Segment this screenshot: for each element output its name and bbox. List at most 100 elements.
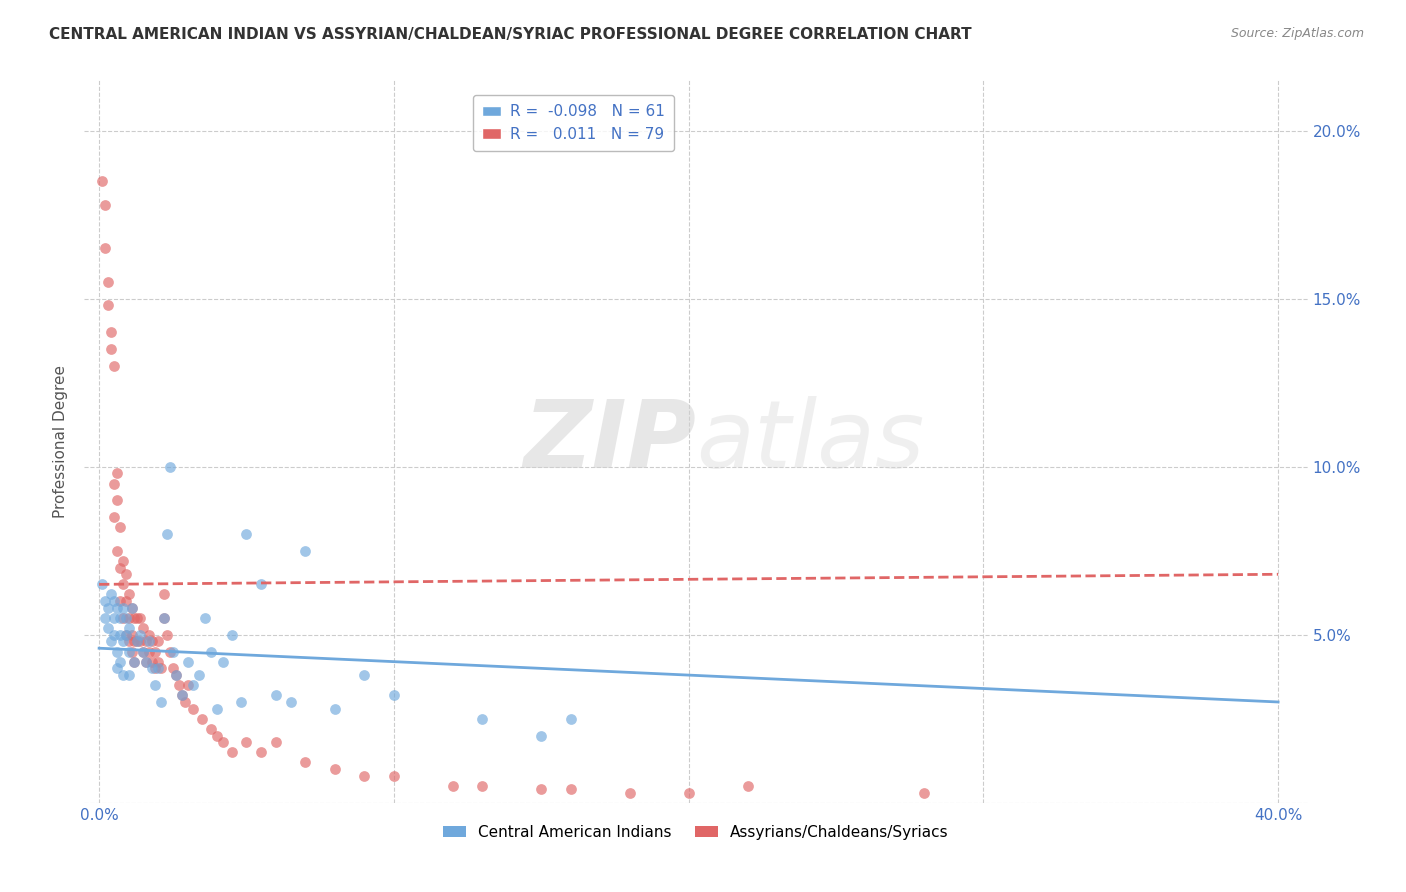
Point [129,628,152,642]
Point [205,702,228,716]
Point [353,668,375,682]
Point [530,729,553,743]
Point [97,621,120,635]
Point [162,644,184,658]
Point [560,712,582,726]
Point [264,688,287,702]
Point [264,735,287,749]
Text: Source: ZipAtlas.com: Source: ZipAtlas.com [1230,27,1364,40]
Point [105,600,128,615]
Text: atlas: atlas [696,396,924,487]
Point [200,644,222,658]
Point [138,634,160,648]
Point [353,769,375,783]
Point [323,702,346,716]
Point [108,628,131,642]
Point [103,510,125,524]
Point [212,735,235,749]
Point [129,611,152,625]
Point [323,762,346,776]
Point [103,359,125,373]
Point [619,786,641,800]
Point [91,577,114,591]
Point [235,527,257,541]
Point [117,668,139,682]
Point [114,628,136,642]
Point [235,735,257,749]
Point [127,634,149,648]
Point [146,634,169,648]
Point [117,634,139,648]
Point [132,644,155,658]
Point [108,655,131,669]
Point [143,661,166,675]
Point [165,668,187,682]
Point [678,786,700,800]
Point [103,476,125,491]
Point [205,729,228,743]
Point [150,661,173,675]
Point [183,702,205,716]
Point [138,644,160,658]
Point [229,695,252,709]
Point [124,655,146,669]
Point [111,577,134,591]
Point [132,644,155,658]
Point [103,611,125,625]
Point [97,600,120,615]
Point [156,628,179,642]
Point [191,712,214,726]
Point [170,688,193,702]
Point [117,611,139,625]
Point [382,769,405,783]
Point [94,241,117,255]
Point [153,611,176,625]
Point [167,678,190,692]
Point [471,779,494,793]
Point [221,745,243,759]
Point [150,695,173,709]
Y-axis label: Professional Degree: Professional Degree [53,365,69,518]
Point [156,527,179,541]
Point [94,611,117,625]
Point [124,655,146,669]
Point [183,678,205,692]
Point [124,634,146,648]
Point [121,600,143,615]
Point [173,695,195,709]
Point [141,634,163,648]
Point [100,634,122,648]
Point [170,688,193,702]
Point [111,611,134,625]
Point [212,655,235,669]
Point [105,661,128,675]
Point [441,779,464,793]
Point [108,560,131,574]
Point [117,587,139,601]
Point [100,326,122,340]
Point [100,587,122,601]
Point [114,628,136,642]
Point [103,594,125,608]
Point [97,275,120,289]
Point [912,786,935,800]
Point [143,644,166,658]
Point [200,722,222,736]
Point [111,668,134,682]
Point [103,628,125,642]
Point [105,644,128,658]
Point [108,520,131,534]
Point [117,644,139,658]
Point [141,655,163,669]
Point [294,756,316,770]
Point [94,197,117,211]
Point [188,668,211,682]
Point [162,661,184,675]
Point [108,594,131,608]
Point [94,594,117,608]
Point [111,600,134,615]
Point [221,628,243,642]
Point [135,634,157,648]
Point [194,611,217,625]
Point [111,554,134,568]
